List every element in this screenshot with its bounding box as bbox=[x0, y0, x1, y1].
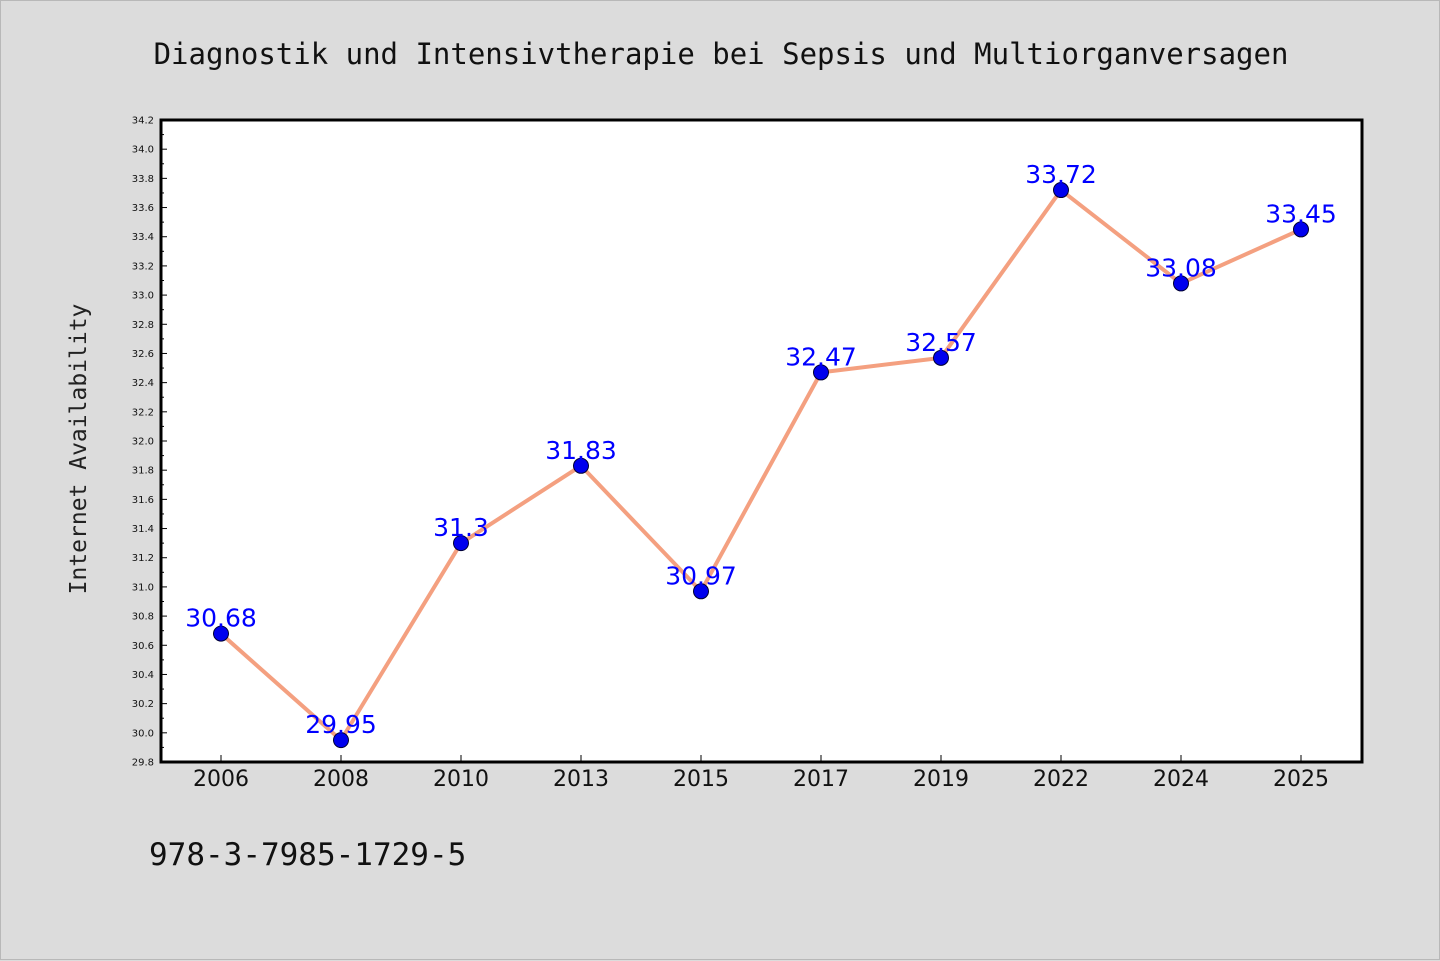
y-tick-label: 32.6 bbox=[132, 349, 154, 360]
y-tick-label: 30.0 bbox=[132, 728, 154, 739]
data-label: 32.47 bbox=[785, 342, 857, 371]
y-tick-label: 31.2 bbox=[132, 553, 154, 564]
x-tick-label: 2025 bbox=[1273, 767, 1329, 792]
data-label: 29.95 bbox=[305, 710, 377, 739]
y-tick-label: 34.2 bbox=[132, 116, 154, 127]
data-label: 33.08 bbox=[1145, 253, 1217, 282]
y-tick-label: 32.0 bbox=[132, 437, 154, 448]
data-label: 31.83 bbox=[545, 436, 617, 465]
y-tick-label: 32.2 bbox=[132, 407, 154, 418]
x-tick-label: 2010 bbox=[433, 767, 489, 792]
data-point bbox=[573, 457, 589, 474]
y-tick-label: 33.8 bbox=[132, 174, 154, 185]
y-tick-label: 31.4 bbox=[132, 524, 154, 535]
data-point bbox=[1173, 275, 1189, 292]
x-tick-label: 2017 bbox=[793, 767, 849, 792]
x-axis-ticks: 2006 2008 2010 2013 2015 2017 2019 2022 2024 2025 bbox=[193, 755, 1329, 792]
y-tick-label: 31.0 bbox=[132, 582, 154, 593]
y-axis-ticks: 29.8 30.0 30.2 30.4 30.6 30.8 31.0 31.2 31.4 31.6… bbox=[132, 116, 167, 769]
y-tick-label: 32.8 bbox=[132, 320, 154, 331]
y-axis-label: Internet Availability bbox=[66, 304, 92, 595]
series-line bbox=[219, 188, 1302, 743]
x-tick-label: 2024 bbox=[1153, 767, 1209, 792]
y-tick-label: 31.6 bbox=[132, 495, 154, 506]
y-tick-label: 33.6 bbox=[132, 203, 154, 214]
x-tick-label: 2006 bbox=[193, 767, 249, 792]
x-tick-label: 2022 bbox=[1033, 767, 1089, 792]
isbn-text: 978-3-7985-1729-5 bbox=[149, 837, 466, 873]
data-label: 32.57 bbox=[905, 328, 977, 357]
data-point bbox=[1293, 221, 1309, 238]
x-tick-label: 2013 bbox=[553, 767, 609, 792]
data-point bbox=[933, 349, 949, 366]
y-tick-label: 30.8 bbox=[132, 612, 154, 623]
y-tick-label: 33.4 bbox=[132, 232, 154, 243]
y-tick-label: 29.8 bbox=[132, 758, 154, 769]
y-tick-label: 33.0 bbox=[132, 291, 154, 302]
y-tick-label: 30.2 bbox=[132, 699, 154, 710]
data-point bbox=[1053, 182, 1069, 199]
data-label: 30.68 bbox=[185, 604, 257, 633]
y-tick-label: 34.0 bbox=[132, 145, 154, 156]
data-point bbox=[333, 732, 349, 749]
data-point bbox=[813, 364, 829, 381]
data-label: 33.45 bbox=[1265, 199, 1337, 228]
data-label: 30.97 bbox=[665, 561, 737, 590]
x-tick-label: 2015 bbox=[673, 767, 729, 792]
series-layer: 30.68 29.95 31.3 31.83 30.97 32.47 32.57 33.72 3… bbox=[185, 160, 1337, 749]
y-tick-label: 31.8 bbox=[132, 466, 154, 477]
y-tick-label: 33.2 bbox=[132, 261, 154, 272]
data-point bbox=[693, 583, 709, 600]
data-point bbox=[453, 535, 469, 552]
chart-title: Diagnostik und Intensivtherapie bei Seps… bbox=[154, 37, 1289, 71]
x-tick-label: 2019 bbox=[913, 767, 969, 792]
y-tick-label: 30.6 bbox=[132, 641, 154, 652]
data-point bbox=[213, 625, 229, 642]
plot-area bbox=[159, 118, 1364, 764]
data-label: 31.3 bbox=[433, 513, 489, 542]
y-tick-label: 32.4 bbox=[132, 378, 154, 389]
data-label: 33.72 bbox=[1025, 160, 1097, 189]
x-tick-label: 2008 bbox=[313, 767, 369, 792]
y-tick-label: 30.4 bbox=[132, 670, 154, 681]
